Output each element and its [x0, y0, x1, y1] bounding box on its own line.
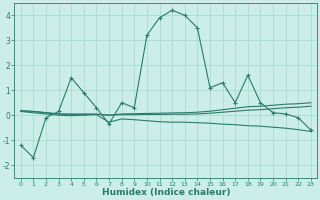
X-axis label: Humidex (Indice chaleur): Humidex (Indice chaleur): [101, 188, 230, 197]
